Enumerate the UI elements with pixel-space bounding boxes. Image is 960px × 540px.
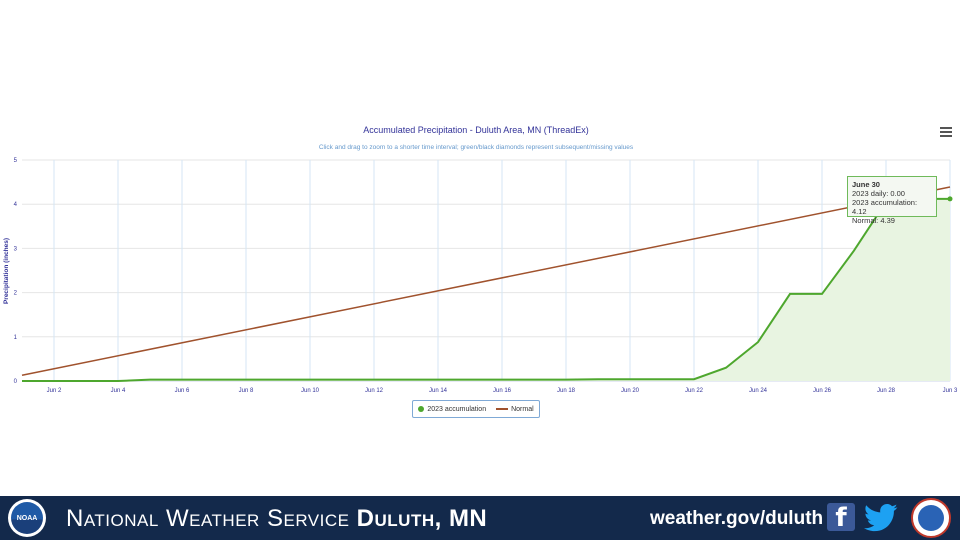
- y-tick-label: 3: [14, 246, 18, 252]
- accumulation-line: [22, 197, 950, 382]
- noaa-logo: NOAA: [8, 499, 46, 537]
- nws-title-part1: National Weather Service: [66, 505, 350, 532]
- y-tick-label: 5: [14, 158, 18, 164]
- tooltip-normal: Normal: 4.39: [852, 216, 895, 225]
- x-tick-label: Jun 24: [749, 388, 768, 394]
- chart-legend: 2023 accumulation Normal: [412, 400, 540, 418]
- y-tick-label: 2: [14, 291, 18, 297]
- tooltip-date: June 30: [852, 180, 880, 189]
- chart-subtitle: Click and drag to zoom to a shorter time…: [319, 144, 634, 151]
- x-tick-label: Jun 20: [621, 388, 640, 394]
- legend-item-normal[interactable]: Normal: [496, 406, 534, 413]
- x-tick-label: Jun 26: [813, 388, 832, 394]
- x-tick-label: Jun 18: [557, 388, 576, 394]
- x-tick-label: Jun 14: [429, 388, 448, 394]
- chart-title: Accumulated Precipitation - Duluth Area,…: [363, 125, 589, 135]
- tooltip-accumulation: 2023 accumulation: 4.12: [852, 198, 918, 216]
- footer-banner: NOAA National Weather Service Duluth, MN…: [0, 496, 960, 540]
- facebook-icon[interactable]: f: [827, 503, 855, 533]
- y-tick-label: 1: [14, 335, 18, 341]
- nws-title: National Weather Service Duluth, MN: [66, 505, 487, 533]
- accumulation-area: [22, 198, 950, 381]
- x-tick-label: Jun 3: [943, 388, 958, 394]
- x-tick-label: Jun 2: [47, 388, 62, 394]
- chart-tooltip: June 30 2023 daily: 0.00 2023 accumulati…: [847, 176, 937, 225]
- x-tick-label: Jun 12: [365, 388, 384, 394]
- x-tick-label: Jun 10: [301, 388, 320, 394]
- legend-normal-marker: [496, 408, 509, 410]
- x-tick-label: Jun 4: [111, 388, 126, 394]
- legend-2023-label: 2023 accumulation: [427, 405, 487, 413]
- x-tick-label: Jun 16: [493, 388, 512, 394]
- legend-2023-marker: [418, 406, 425, 412]
- hover-marker: [947, 196, 953, 202]
- legend-normal-label: Normal: [511, 405, 534, 413]
- nws-title-part2: Duluth, MN: [356, 505, 488, 532]
- chart-menu-button[interactable]: [940, 127, 952, 139]
- y-tick-label: 0: [14, 379, 18, 385]
- y-tick-label: 4: [14, 202, 18, 208]
- series-area: [22, 198, 950, 381]
- series-lines: [21, 186, 953, 382]
- y-axis-label: Precipitation (inches): [3, 238, 10, 304]
- normal-line: [21, 186, 951, 376]
- legend-item-2023[interactable]: 2023 accumulation: [418, 406, 486, 413]
- nws-logo-inner: [918, 505, 944, 531]
- nws-logo: [911, 498, 951, 538]
- x-tick-label: Jun 8: [239, 388, 254, 394]
- x-tick-label: Jun 28: [877, 388, 896, 394]
- noaa-logo-text: NOAA: [11, 502, 43, 534]
- x-tick-label: Jun 22: [685, 388, 704, 394]
- precipitation-chart[interactable]: Accumulated Precipitation - Duluth Area,…: [0, 0, 960, 496]
- site-url[interactable]: weather.gov/duluth: [650, 508, 824, 529]
- x-tick-label: Jun 6: [175, 388, 190, 394]
- axis-labels: 0 1 2 3 4 5 Jun 2 Jun 4 Jun 6 Jun 8 Jun 10 Jun 12 Ju…: [14, 158, 958, 394]
- chart-grid: [22, 159, 951, 382]
- tooltip-daily: 2023 daily: 0.00: [852, 189, 905, 198]
- twitter-icon[interactable]: [864, 503, 898, 533]
